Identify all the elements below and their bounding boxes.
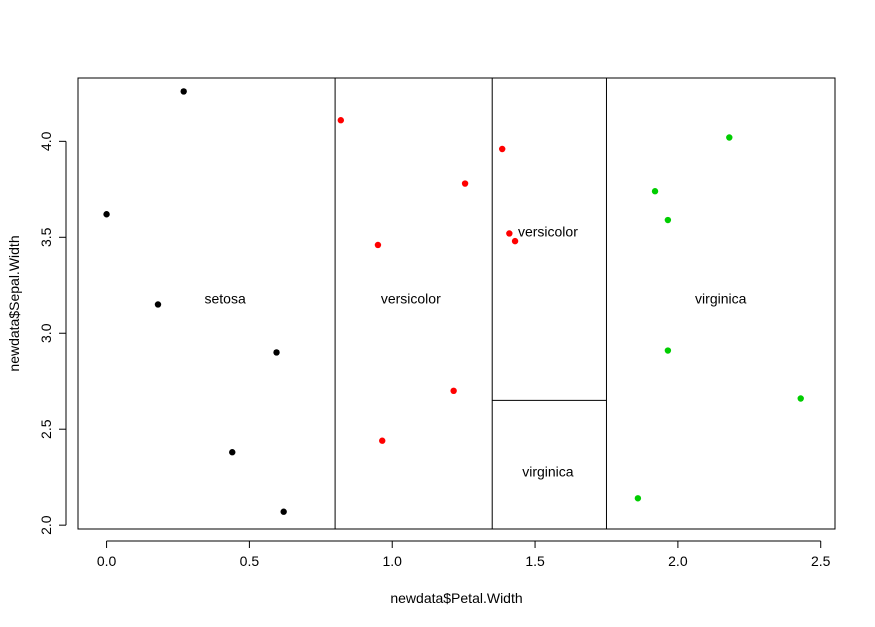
x-axis-label: newdata$Petal.Width	[390, 590, 522, 606]
data-point	[726, 134, 733, 141]
data-point	[506, 230, 513, 237]
data-point	[664, 216, 672, 224]
x-axis: 0.0 0.5 1.0 1.5 2.0 2.5	[97, 540, 831, 569]
data-point	[180, 88, 187, 95]
data-point	[499, 145, 506, 153]
x-tick-label: 2.0	[668, 553, 688, 569]
region-label: setosa	[204, 291, 245, 307]
data-point	[634, 495, 642, 502]
region-label: virginica	[695, 291, 747, 307]
y-axis-label: newdata$Sepal.Width	[6, 235, 22, 371]
data-point	[337, 117, 345, 124]
y-tick-label: 3.0	[38, 323, 54, 343]
y-tick-label: 4.0	[38, 131, 54, 151]
data-point	[664, 347, 672, 354]
x-tick-label: 0.5	[240, 553, 260, 569]
data-point	[797, 395, 804, 402]
data-point	[461, 180, 469, 187]
data-point	[273, 349, 280, 356]
region-label: versicolor	[518, 224, 578, 240]
region-labels: setosa versicolor versicolor virginica virgi…	[204, 224, 746, 480]
partition-lines	[334, 78, 607, 529]
plot-frame	[77, 77, 836, 530]
y-tick-label: 2.0	[38, 515, 54, 535]
region-label: versicolor	[381, 291, 441, 307]
x-tick-label: 2.5	[811, 553, 831, 569]
data-point	[280, 508, 287, 515]
y-tick-label: 3.5	[38, 227, 54, 247]
y-axis: 2.0 2.5 3.0 3.5 4.0	[38, 131, 67, 535]
data-point	[374, 241, 382, 249]
y-tick-label: 2.5	[38, 419, 54, 439]
x-tick-label: 0.0	[97, 553, 117, 569]
data-point	[103, 211, 110, 218]
data-point	[651, 188, 659, 195]
data-point	[450, 387, 457, 395]
data-points	[103, 88, 804, 515]
x-tick-label: 1.5	[525, 553, 545, 569]
data-point	[511, 237, 519, 245]
data-point	[379, 437, 386, 444]
x-tick-label: 1.0	[382, 553, 402, 569]
region-label: virginica	[522, 463, 574, 479]
data-point	[229, 449, 236, 456]
data-point	[154, 301, 162, 308]
